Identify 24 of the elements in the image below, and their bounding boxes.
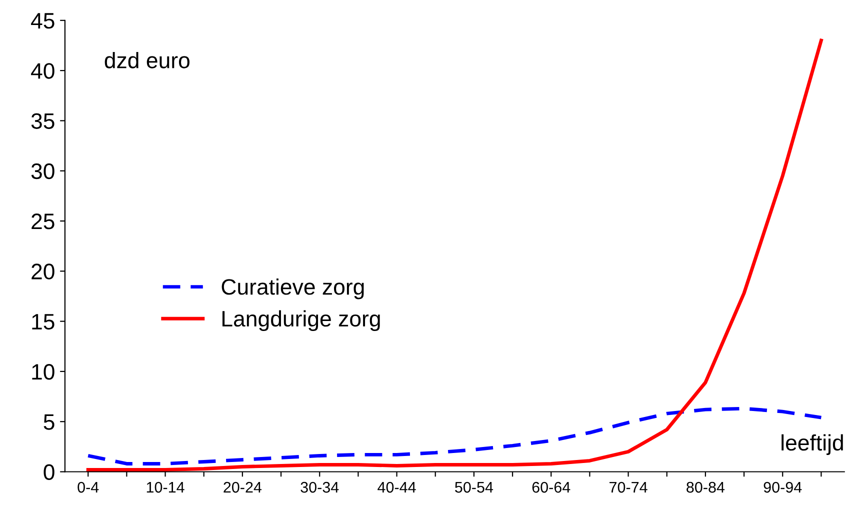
legend-label: Langdurige zorg xyxy=(222,310,380,332)
x-tick-label: 90-94 xyxy=(764,482,802,493)
y-tick-label: 45 xyxy=(31,13,54,29)
x-tick-label: 80-84 xyxy=(686,482,725,493)
annotation: dzd euro xyxy=(104,52,190,68)
y-tick-label: 40 xyxy=(31,63,54,79)
y-tick-label: 0 xyxy=(44,464,54,480)
x-tick-label: 30-34 xyxy=(300,482,339,493)
y-tick-label: 25 xyxy=(32,214,54,230)
x-tick-label: 20-24 xyxy=(224,482,262,493)
x-tick-label: 70-74 xyxy=(610,482,648,493)
x-tick-label: 50-54 xyxy=(455,482,494,493)
x-tick-label: 60-64 xyxy=(532,482,570,493)
annotation: leeftijd xyxy=(782,434,843,456)
y-tick-label: 10 xyxy=(32,364,54,380)
x-tick-label: 40-44 xyxy=(378,482,416,493)
y-tick-label: 20 xyxy=(32,264,54,280)
y-tick-label: 5 xyxy=(44,414,54,430)
x-tick-label: 10-14 xyxy=(146,482,184,493)
y-tick-label: 30 xyxy=(31,163,54,180)
x-tick-label: 0-4 xyxy=(78,482,99,493)
legend-label: Curatieve zorg xyxy=(222,278,364,300)
y-tick-label: 35 xyxy=(31,113,54,129)
y-tick-label: 15 xyxy=(32,314,54,330)
